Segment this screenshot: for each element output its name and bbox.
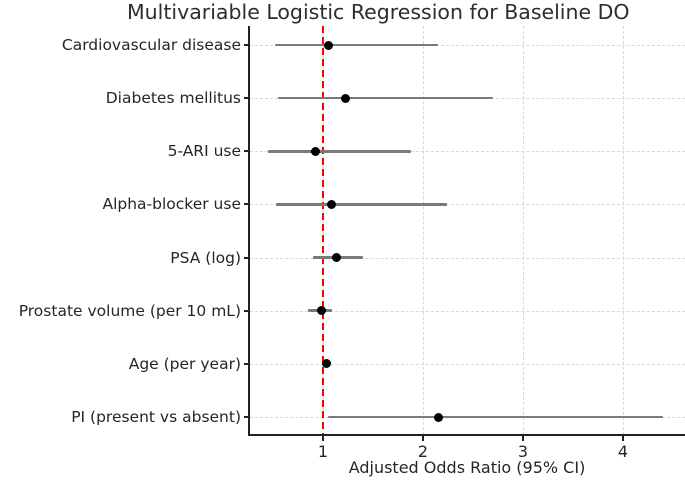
category-label: Prostate volume (per 10 mL): [18, 301, 241, 320]
category-label: Cardiovascular disease: [61, 36, 241, 54]
x-tick-mark: [422, 435, 424, 441]
or-point-marker: [331, 253, 341, 263]
or-point-marker: [316, 306, 326, 316]
category-label: Alpha-blocker use: [102, 195, 241, 214]
y-tick-mark: [244, 97, 250, 100]
x-tick-mark: [322, 435, 324, 441]
y-tick-mark: [244, 150, 250, 153]
x-tick-label: 1: [317, 442, 329, 461]
y-tick-mark: [244, 416, 250, 418]
or-point-marker: [433, 412, 443, 422]
category-label: PSA (log): [170, 248, 241, 267]
or-point-marker: [321, 359, 331, 369]
y-gridline: [250, 151, 685, 153]
y-gridline: [250, 45, 685, 46]
x-tick-label: 3: [517, 442, 529, 461]
x-tick-mark: [622, 435, 624, 441]
x-tick-label: 4: [617, 442, 629, 461]
x-tick-mark: [522, 435, 524, 441]
chart-title: Multivariable Logistic Regression for Ba…: [127, 0, 630, 24]
x-gridline: [623, 26, 624, 435]
y-gridline: [250, 257, 685, 259]
ci-bar: [328, 415, 663, 419]
category-label: 5-ARI use: [167, 142, 241, 161]
y-gridline: [250, 363, 685, 365]
y-tick-mark: [244, 362, 250, 365]
y-tick-mark: [244, 256, 250, 259]
y-axis-spine: [248, 26, 250, 436]
ci-bar: [278, 96, 493, 100]
x-gridline: [423, 26, 424, 435]
or-point-marker: [326, 199, 336, 209]
x-axis-spine: [248, 434, 685, 436]
ci-bar: [268, 150, 411, 153]
ci-bar: [276, 203, 447, 206]
y-tick-mark: [244, 44, 250, 46]
or-point-marker: [340, 93, 350, 103]
x-gridline: [523, 26, 524, 435]
category-label: Diabetes mellitus: [105, 89, 241, 108]
x-axis-label: Adjusted Odds Ratio (95% CI): [348, 458, 586, 477]
y-tick-mark: [244, 309, 250, 312]
ci-bar: [275, 43, 438, 47]
category-label: Age (per year): [128, 354, 241, 373]
category-label: PI (present vs absent): [71, 408, 241, 426]
y-gridline: [250, 204, 685, 206]
y-gridline: [250, 310, 685, 312]
or-point-marker: [323, 40, 333, 50]
x-tick-label: 2: [417, 442, 429, 461]
or-point-marker: [310, 146, 320, 156]
y-tick-mark: [244, 203, 250, 206]
reference-line: [322, 26, 324, 435]
